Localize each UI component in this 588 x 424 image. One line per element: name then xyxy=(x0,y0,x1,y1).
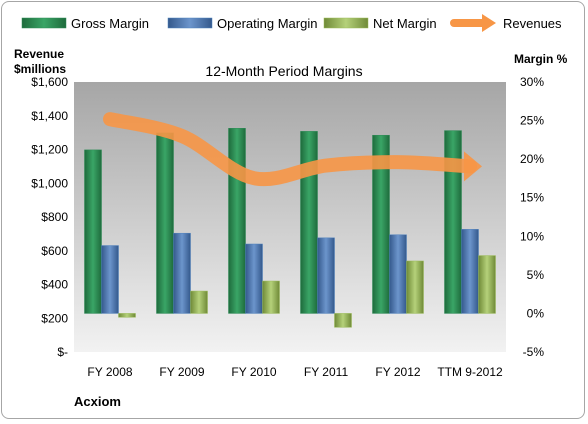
category-label: FY 2011 xyxy=(304,365,349,379)
bar-gross-margin xyxy=(84,149,102,314)
revenue-line-path xyxy=(103,112,477,187)
right-tick-label: 10% xyxy=(520,229,544,243)
chart-frame: 12-Month Period Margins Revenue $million… xyxy=(1,1,585,419)
bar-net-margin xyxy=(118,313,136,318)
left-axis-title: Revenue xyxy=(14,47,64,61)
bar-net-margin xyxy=(190,290,208,314)
left-tick-label: $400 xyxy=(41,278,68,292)
left-tick-label: $1,400 xyxy=(31,109,68,123)
legend-swatch-arrow xyxy=(482,14,496,32)
left-tick-label: $1,600 xyxy=(31,75,68,89)
left-tick-label: $- xyxy=(57,345,68,359)
bar-net-margin xyxy=(262,280,280,314)
legend-swatch xyxy=(21,17,67,29)
left-axis-subtitle: $millions xyxy=(14,62,66,76)
right-axis-ticks: -5% 0% 5% 10% 15% 20% 25% 30% xyxy=(520,75,544,359)
bar-operating-margin xyxy=(389,234,407,314)
left-axis-ticks: $- $200 $400 $600 $800 $1,000 $1,200 $1,400 $1,6… xyxy=(31,75,68,359)
legend-swatch xyxy=(167,17,213,29)
right-axis-title: Margin % xyxy=(514,52,568,66)
bar-gross-margin xyxy=(444,130,462,314)
category-label: FY 2009 xyxy=(159,365,204,379)
chart-title: 12-Month Period Margins xyxy=(205,63,362,79)
legend-label: Revenues xyxy=(503,16,562,31)
bar-operating-margin xyxy=(173,232,191,314)
company-label: Acxiom xyxy=(74,394,121,409)
right-tick-label: 25% xyxy=(520,114,544,128)
legend-label: Operating Margin xyxy=(217,16,317,31)
left-tick-label: $600 xyxy=(41,244,68,258)
right-tick-label: 30% xyxy=(520,75,544,89)
bar-gross-margin xyxy=(372,134,390,314)
legend-label: Gross Margin xyxy=(71,16,149,31)
category-label: FY 2012 xyxy=(375,365,420,379)
category-label: TTM 9-2012 xyxy=(437,365,503,379)
bar-net-margin xyxy=(406,260,424,314)
bar-operating-margin xyxy=(245,243,263,314)
revenue-arrowhead xyxy=(464,151,482,182)
right-tick-label: 0% xyxy=(527,306,545,320)
bar-net-margin xyxy=(334,313,352,328)
bar-operating-margin xyxy=(461,229,479,314)
bar-net-margin xyxy=(478,255,496,314)
left-tick-label: $1,000 xyxy=(31,176,68,190)
right-tick-label: -5% xyxy=(523,345,545,359)
bar-operating-margin xyxy=(101,245,119,314)
revenue-line xyxy=(103,112,482,187)
bar-gross-margin xyxy=(228,128,246,314)
right-tick-label: 5% xyxy=(527,268,545,282)
left-tick-label: $200 xyxy=(41,311,68,325)
bar-operating-margin xyxy=(317,237,335,314)
right-tick-label: 15% xyxy=(520,191,544,205)
bar-gross-margin xyxy=(300,131,318,314)
right-tick-label: 20% xyxy=(520,152,544,166)
legend-swatch xyxy=(323,17,369,29)
legend-label: Net Margin xyxy=(373,16,437,31)
category-label: FY 2010 xyxy=(231,365,276,379)
category-label: FY 2008 xyxy=(87,365,132,379)
legend: Gross Margin Operating Margin Net Margin Re… xyxy=(21,14,562,32)
category-labels: FY 2008 FY 2009 FY 2010 FY 2011 FY 2012 TTM 9… xyxy=(87,365,503,379)
left-tick-label: $1,200 xyxy=(31,143,68,157)
left-tick-label: $800 xyxy=(41,210,68,224)
bar-gross-margin xyxy=(156,132,174,314)
